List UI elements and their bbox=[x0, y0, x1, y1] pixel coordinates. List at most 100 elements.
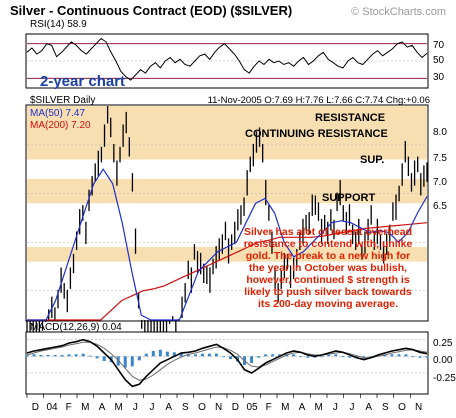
macd-histogram-bar bbox=[264, 354, 268, 357]
macd-histogram-bar bbox=[327, 355, 331, 357]
two-year-chart-note: 2-year chart bbox=[40, 73, 125, 90]
price-tick-8-0: 8.0 bbox=[433, 127, 447, 138]
rsi-label: RSI(14) 58.9 bbox=[30, 19, 87, 30]
ma50-label: MA(50) 7.47 bbox=[30, 108, 85, 119]
macd-histogram-bar bbox=[32, 354, 36, 357]
macd-histogram-bar bbox=[278, 354, 282, 357]
macd-histogram-bar bbox=[229, 356, 233, 359]
macd-tick-minus-0-25: -0.25 bbox=[433, 373, 456, 384]
macd-histogram-bar bbox=[214, 353, 218, 357]
macd-histogram-bar bbox=[53, 355, 57, 357]
zone-band-1 bbox=[27, 106, 427, 145]
x-axis-label: F bbox=[66, 402, 72, 413]
watermark: © StockCharts.com bbox=[351, 6, 446, 18]
zone-sup-label: SUP. bbox=[360, 154, 384, 166]
macd-histogram-bar bbox=[292, 354, 296, 357]
macd-label: MACD(12,26,9) 0.04 bbox=[30, 322, 122, 333]
macd-histogram-bar bbox=[257, 356, 261, 358]
x-axis-label: A bbox=[165, 402, 172, 413]
macd-histogram-bar bbox=[320, 356, 324, 358]
commentary: Silver has alot of recent overhead resis… bbox=[244, 226, 413, 310]
ma50-line bbox=[27, 168, 428, 321]
macd-histogram-bar bbox=[306, 356, 310, 358]
macd-histogram-bar bbox=[348, 356, 352, 358]
x-axis-label: O bbox=[398, 402, 406, 413]
price-quote: 11-Nov-2005 O:7.69 H:7.76 L:7.66 C:7.74 … bbox=[208, 95, 430, 106]
macd-histogram-bar bbox=[271, 354, 275, 357]
macd-histogram-bar bbox=[334, 354, 338, 357]
zone-band-2 bbox=[27, 144, 427, 160]
rsi-tick-50: 50 bbox=[433, 55, 445, 66]
zone-continuing-resistance-label: CONTINUING RESISTANCE bbox=[245, 128, 388, 140]
price-tick-7-0: 7.0 bbox=[433, 177, 447, 188]
macd-histogram-bar bbox=[81, 353, 85, 357]
macd-histogram-bar bbox=[144, 353, 148, 357]
ma200-label: MA(200) 7.20 bbox=[30, 120, 91, 131]
x-axis-label: S bbox=[382, 402, 389, 413]
commentary-line-5: however, continued $ strength is bbox=[246, 274, 410, 286]
x-axis-label: 04 bbox=[46, 402, 58, 413]
macd-histogram-bar bbox=[193, 354, 197, 357]
macd-histogram-bar bbox=[95, 356, 99, 359]
x-axis-label: M bbox=[81, 402, 89, 413]
macd-histogram-bar bbox=[390, 354, 394, 357]
macd-histogram-bar bbox=[67, 354, 71, 357]
macd-frame bbox=[25, 331, 429, 395]
x-axis-label: J bbox=[350, 402, 355, 413]
price-tick-6-5: 6.5 bbox=[433, 201, 447, 212]
commentary-line-1: Silver has alot of recent overhead bbox=[244, 226, 412, 238]
zone-resistance-label: RESISTANCE bbox=[315, 112, 385, 124]
macd-histogram-bar bbox=[299, 356, 303, 358]
macd-histogram-bar bbox=[397, 354, 401, 357]
x-axis-label: M bbox=[281, 402, 289, 413]
price-tick-7-5: 7.5 bbox=[433, 153, 447, 164]
macd-histogram-bar bbox=[221, 356, 225, 358]
x-axis-label: S bbox=[182, 402, 189, 413]
macd-histogram-bar bbox=[179, 352, 183, 357]
macd-tick-0-25: 0.25 bbox=[433, 338, 453, 349]
commentary-line-6: likely to push silver back towards bbox=[244, 286, 412, 298]
macd-histogram-bar bbox=[425, 356, 429, 358]
macd-histogram-bar bbox=[404, 354, 408, 357]
x-axis-label: A bbox=[299, 402, 306, 413]
price-symbol-label: $SILVER Daily bbox=[30, 95, 95, 106]
macd-histogram-bar bbox=[102, 356, 106, 361]
zone-support-label: SUPPORT bbox=[322, 192, 375, 204]
x-axis: D 04 F M A M J J A S O N D 05 F M A M J J A S O N bbox=[26, 394, 422, 413]
macd-histogram-bar bbox=[207, 353, 211, 357]
commentary-line-7: its 200-day moving average. bbox=[258, 298, 398, 310]
macd-histogram-bar bbox=[60, 355, 64, 357]
rsi-panel: RSI(14) 58.9 70 50 30 2-year chart bbox=[25, 19, 445, 90]
macd-histogram-bar bbox=[186, 354, 190, 357]
macd-histogram-bar bbox=[158, 349, 162, 357]
commentary-line-4: the year in October was bullish, bbox=[249, 262, 407, 274]
x-axis-label: D bbox=[232, 402, 239, 413]
x-axis-label: N bbox=[215, 402, 222, 413]
rsi-tick-30: 30 bbox=[433, 72, 445, 83]
macd-histogram-bar bbox=[418, 356, 422, 358]
macd-histogram-bar bbox=[341, 356, 345, 358]
macd-histogram-bar bbox=[151, 351, 155, 357]
ma200-line bbox=[27, 222, 428, 321]
x-axis-label: A bbox=[365, 402, 372, 413]
x-axis-label: 05 bbox=[246, 402, 258, 413]
macd-histogram-bar bbox=[123, 356, 127, 368]
rsi-tick-70: 70 bbox=[433, 40, 445, 51]
macd-histogram-bar bbox=[165, 351, 169, 357]
macd-line bbox=[26, 338, 428, 388]
macd-histogram-bar bbox=[137, 356, 141, 361]
x-axis-label: D bbox=[32, 402, 39, 413]
x-axis-label: M bbox=[114, 402, 122, 413]
x-axis-label: N bbox=[415, 402, 422, 413]
commentary-line-3: gold. The break to a new high for bbox=[246, 250, 411, 262]
macd-histogram-bar bbox=[88, 355, 92, 357]
macd-histogram-bar bbox=[411, 356, 415, 358]
macd-tick-0-00: 0.00 bbox=[433, 355, 453, 366]
macd-histogram-bar bbox=[130, 356, 134, 367]
price-panel: $SILVER Daily 11-Nov-2005 O:7.69 H:7.76 … bbox=[25, 95, 447, 381]
chart-title: Silver - Continuous Contract (EOD) ($SIL… bbox=[10, 3, 292, 18]
macd-histogram-bar bbox=[46, 355, 50, 357]
x-axis-label: J bbox=[133, 402, 138, 413]
macd-histogram-bar bbox=[200, 353, 204, 357]
